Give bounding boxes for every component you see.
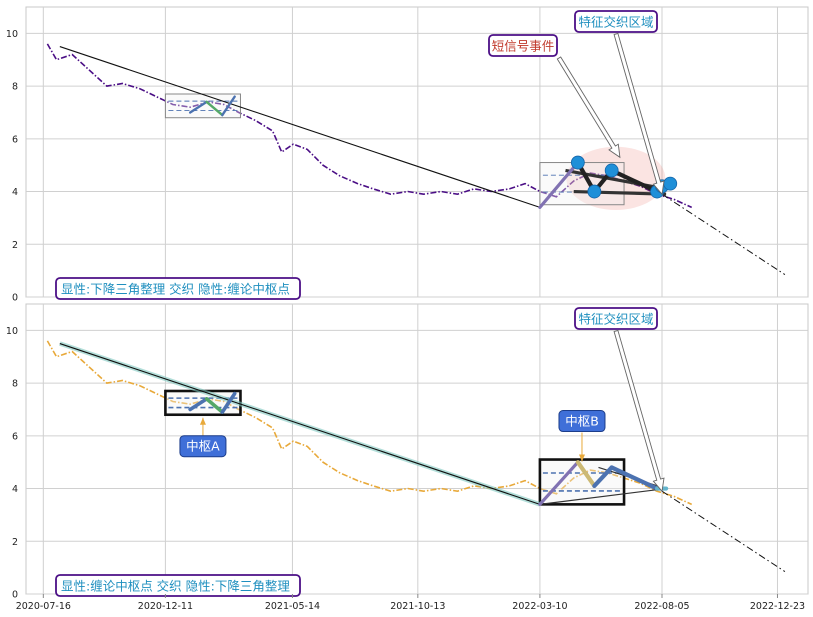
annotation-arrow — [556, 56, 621, 159]
triangle-lower-line — [539, 487, 667, 505]
wave-segment — [538, 160, 580, 209]
annotation-box — [488, 34, 558, 57]
wave-segment — [538, 460, 580, 506]
zigzag-segment — [205, 100, 224, 117]
wave-segment — [609, 168, 660, 194]
price-series-line — [46, 340, 693, 506]
x-tick-label: 2021-10-13 — [390, 601, 445, 612]
zigzag-segment — [188, 100, 208, 114]
x-tick-label: 2020-07-16 — [16, 601, 71, 612]
zhongshu-label-box — [558, 410, 606, 433]
x-tick-label: 2020-12-11 — [138, 601, 193, 612]
trendline — [59, 46, 541, 208]
x-tick-label: 2021-05-14 — [265, 601, 320, 612]
wave-segment — [575, 460, 597, 489]
annotation-label: 特征交织区域 — [578, 312, 653, 327]
y-tick-label: 10 — [6, 326, 18, 337]
y-tick-label: 8 — [12, 82, 18, 93]
projection-line — [661, 193, 786, 276]
y-tick-label: 2 — [12, 537, 18, 548]
annotation-label: 特征交织区域 — [578, 15, 653, 30]
legend-text: 显性:缠论中枢点 交织 隐性:下降三角整理 — [61, 579, 290, 594]
annotation-arrow — [613, 329, 665, 493]
y-tick-label: 6 — [12, 134, 18, 145]
pivot-marker — [663, 176, 678, 191]
legend-box — [55, 277, 301, 300]
projection-line — [661, 490, 786, 573]
price-series-line — [46, 43, 693, 209]
annotation-box — [574, 10, 658, 33]
y-tick-label: 4 — [12, 187, 18, 198]
annotation-box — [574, 307, 658, 330]
legend-box — [55, 574, 301, 597]
y-tick-label: 0 — [12, 293, 18, 304]
pivot-marker — [604, 163, 619, 178]
wave-segment — [609, 465, 660, 491]
pivot-marker — [570, 155, 585, 170]
x-tick-label: 2022-08-05 — [634, 601, 689, 612]
annotation-arrow — [613, 32, 665, 196]
x-tick-label: 2022-12-23 — [750, 601, 805, 612]
zhongshu-label-box — [179, 435, 227, 458]
y-tick-label: 6 — [12, 431, 18, 442]
zigzag-segment — [221, 95, 236, 117]
y-tick-label: 8 — [12, 379, 18, 390]
trendline — [59, 343, 541, 505]
zhongshu-label-arrowhead — [578, 454, 585, 462]
plot-area — [25, 303, 809, 595]
y-tick-label: 0 — [12, 590, 18, 601]
y-tick-label: 2 — [12, 240, 18, 251]
zigzag-segment — [188, 397, 209, 412]
y-tick-label: 4 — [12, 484, 18, 495]
x-axis: 2020-07-16 2020-12-11 2021-05-14 2021-10-13… — [16, 594, 805, 612]
zigzag-segment — [220, 391, 237, 414]
annotation-label: 短信号事件 — [492, 39, 555, 54]
zhongshu-label-arrowhead — [199, 417, 206, 425]
plot-area — [25, 6, 809, 298]
zhongshu-label: 中枢B — [565, 414, 599, 429]
zhongshu-label: 中枢A — [186, 439, 220, 454]
wave-segment — [592, 465, 614, 489]
x-tick-label: 2022-03-10 — [512, 601, 567, 612]
legend-text: 显性:下降三角整理 交织 隐性:缠论中枢点 — [61, 282, 290, 297]
zigzag-segment — [204, 397, 225, 414]
pivot-marker — [587, 184, 602, 199]
y-tick-label: 10 — [6, 29, 18, 40]
